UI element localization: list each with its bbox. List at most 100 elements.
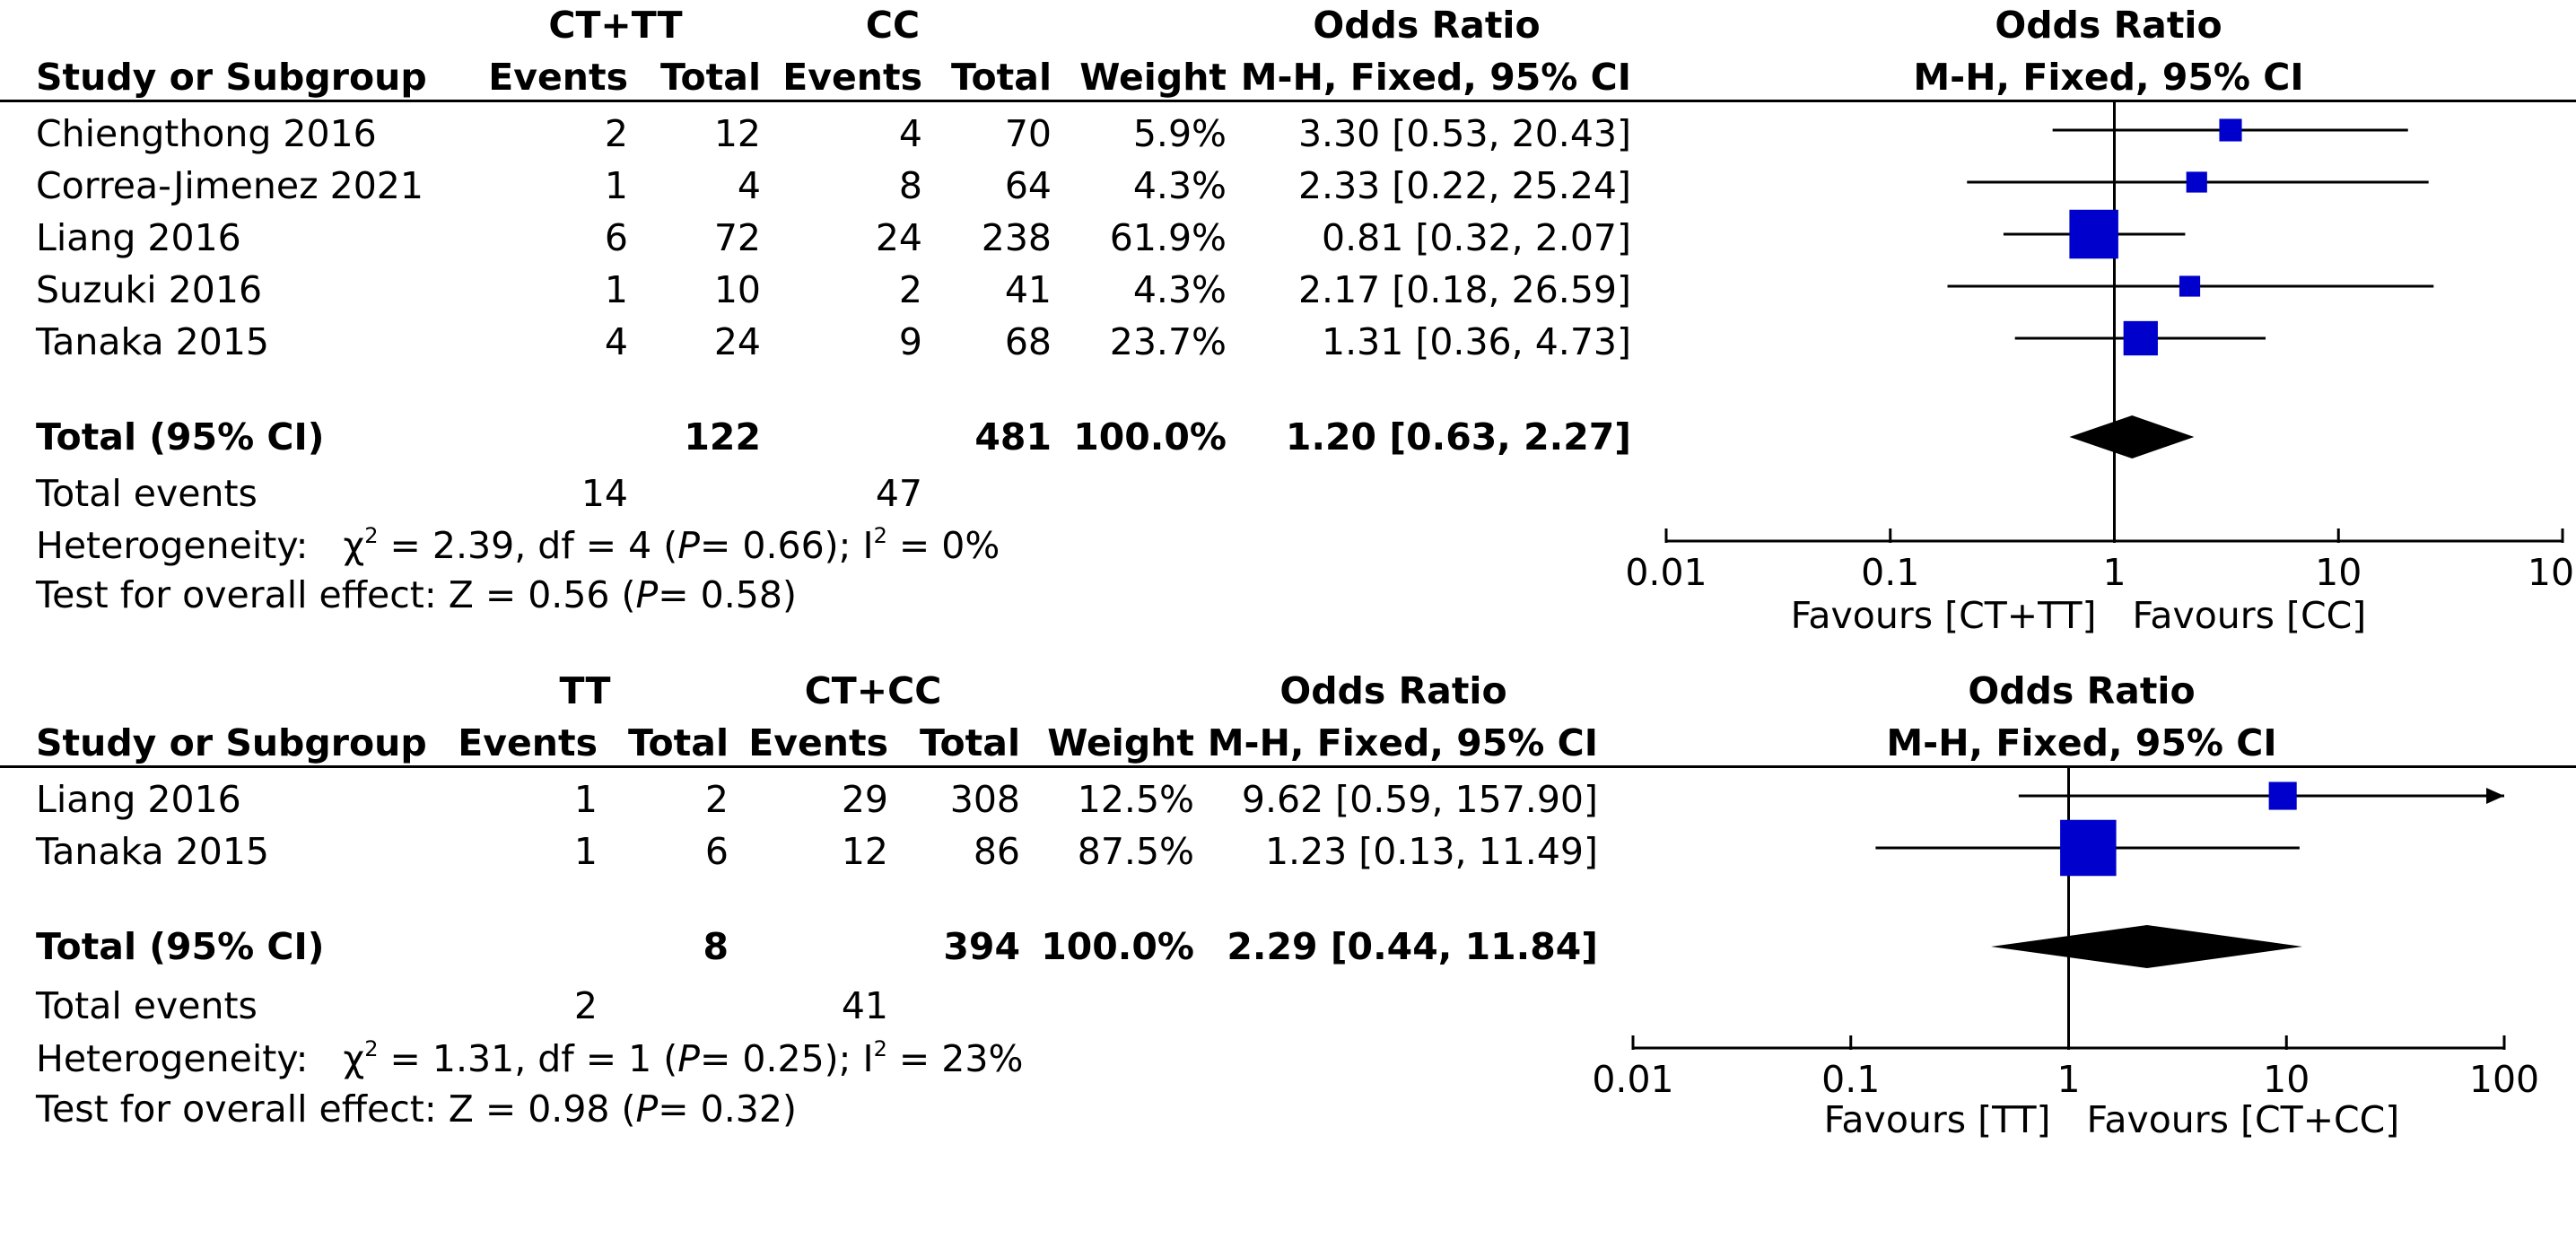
total-n1: 122	[684, 415, 761, 458]
favours-left-label: Favours [TT]	[1824, 1098, 2051, 1141]
study-name: Tanaka 2015	[36, 320, 270, 363]
total2-header: Total	[919, 721, 1020, 764]
favours-right-label: Favours [CC]	[2133, 594, 2367, 637]
study-marker	[2186, 171, 2207, 193]
x-tick-label: 0.01	[1625, 551, 1707, 594]
ci-arrow	[2486, 788, 2504, 804]
total1-header: Total	[659, 56, 761, 99]
study-name: Suzuki 2016	[36, 268, 263, 311]
x-tick-label: 1	[2056, 1058, 2080, 1101]
study-header: Study or Subgroup	[36, 721, 427, 764]
study-name: Liang 2016	[36, 216, 241, 259]
total-group1: 4	[737, 164, 761, 207]
study-marker	[2069, 209, 2118, 259]
x-tick-label: 0.01	[1592, 1058, 1673, 1101]
total-n2: 481	[974, 415, 1052, 458]
overall-effect-text: Test for overall effect: Z = 0.98 (P= 0.…	[36, 1087, 797, 1131]
events-group1: 1	[573, 778, 598, 821]
total-group2: 86	[973, 830, 1020, 873]
pooled-diamond	[2069, 415, 2195, 458]
group1-header: CT+TT	[548, 4, 683, 47]
total-events-e2: 47	[875, 472, 922, 515]
total1-header: Total	[627, 721, 729, 764]
total-group1: 6	[704, 830, 729, 873]
forest-plot: 0.01 0.1 1 10 100 Favours [CT+TT] Favours [CC]	[1625, 101, 2576, 637]
group2-header: CC	[865, 4, 921, 47]
events-group1: 2	[604, 112, 628, 155]
total-label: Total (95% CI)	[36, 415, 325, 458]
method-header: M-H, Fixed, 95% CI	[1207, 721, 1598, 764]
plot-title: Odds Ratio	[1995, 4, 2222, 47]
or-header: Odds Ratio	[1279, 669, 1507, 712]
total-events-e2: 41	[841, 984, 888, 1027]
heterogeneity-text: Heterogeneity: χ2 = 1.31, df = 1 (P= 0.2…	[36, 1036, 1024, 1080]
forest-plot: 0.01 0.1 1 10 100 Favours [TT] Favours [CT+CC]	[1592, 767, 2539, 1141]
study-or-ci: 3.30 [0.53, 20.43]	[1297, 112, 1631, 155]
group1-header: TT	[559, 669, 611, 712]
study-name: Correa-Jimenez 2021	[36, 164, 424, 207]
total-group1: 12	[713, 112, 761, 155]
events-group2: 9	[898, 320, 922, 363]
total-events-e1: 14	[581, 472, 628, 515]
study-weight: 61.9%	[1109, 216, 1227, 259]
study-or-ci: 1.23 [0.13, 11.49]	[1264, 830, 1598, 873]
heterogeneity-text: Heterogeneity: χ2 = 2.39, df = 4 (P= 0.6…	[36, 523, 1000, 567]
events2-header: Events	[782, 56, 922, 99]
total-group2: 238	[981, 216, 1052, 259]
events-group2: 29	[841, 778, 888, 821]
overall-effect-text: Test for overall effect: Z = 0.56 (P= 0.…	[36, 573, 797, 616]
study-or-ci: 9.62 [0.59, 157.90]	[1241, 778, 1598, 821]
events-group1: 1	[604, 164, 628, 207]
weight-header: Weight	[1047, 721, 1194, 764]
total-ci: 2.29 [0.44, 11.84]	[1227, 925, 1598, 968]
total-group1: 72	[713, 216, 761, 259]
study-name: Tanaka 2015	[36, 830, 270, 873]
study-or-ci: 2.17 [0.18, 26.59]	[1297, 268, 1631, 311]
events1-header: Events	[488, 56, 628, 99]
favours-right-label: Favours [CT+CC]	[2087, 1098, 2400, 1141]
x-tick-label: 10	[2263, 1058, 2310, 1101]
study-or-ci: 1.31 [0.36, 4.73]	[1322, 320, 1631, 363]
x-tick-label: 100	[2528, 551, 2576, 594]
total-n1: 8	[703, 925, 729, 968]
total-events-label: Total events	[36, 472, 258, 515]
total-label: Total (95% CI)	[36, 925, 325, 968]
pooled-diamond	[1990, 925, 2303, 968]
total-events-e1: 2	[573, 984, 598, 1027]
study-weight: 12.5%	[1077, 778, 1194, 821]
total-group2: 308	[949, 778, 1020, 821]
events2-header: Events	[748, 721, 888, 764]
events-group2: 2	[898, 268, 922, 311]
study-weight: 87.5%	[1077, 830, 1194, 873]
study-marker	[2268, 782, 2297, 810]
group2-header: CT+CC	[804, 669, 942, 712]
events-group2: 24	[875, 216, 922, 259]
total-group2: 64	[1004, 164, 1052, 207]
events-group2: 4	[898, 112, 922, 155]
forest-plot-panel: CT+TT CC Odds Ratio Odds Ratio Study or …	[0, 0, 2576, 637]
total-group2: 70	[1004, 112, 1052, 155]
total-weight: 100.0%	[1073, 415, 1227, 458]
events1-header: Events	[458, 721, 598, 764]
plot-title: Odds Ratio	[1968, 669, 2196, 712]
study-name: Liang 2016	[36, 778, 241, 821]
total-group1: 10	[713, 268, 761, 311]
study-marker	[2060, 819, 2117, 877]
events-group2: 12	[841, 830, 888, 873]
header-rule	[0, 765, 2576, 768]
method-header: M-H, Fixed, 95% CI	[1240, 56, 1631, 99]
study-or-ci: 0.81 [0.32, 2.07]	[1322, 216, 1631, 259]
x-tick-label: 100	[2469, 1058, 2539, 1101]
total-ci: 1.20 [0.63, 2.27]	[1285, 415, 1631, 458]
x-tick-label: 1	[2102, 551, 2126, 594]
x-tick-label: 0.1	[1861, 551, 1919, 594]
header-rule	[0, 100, 2576, 102]
x-tick-label: 0.1	[1821, 1058, 1880, 1101]
study-weight: 5.9%	[1132, 112, 1227, 155]
weight-header: Weight	[1079, 56, 1227, 99]
total-events-label: Total events	[36, 984, 258, 1027]
study-or-ci: 2.33 [0.22, 25.24]	[1297, 164, 1631, 207]
events-group1: 4	[604, 320, 628, 363]
total-group1: 2	[704, 778, 729, 821]
study-weight: 23.7%	[1109, 320, 1227, 363]
